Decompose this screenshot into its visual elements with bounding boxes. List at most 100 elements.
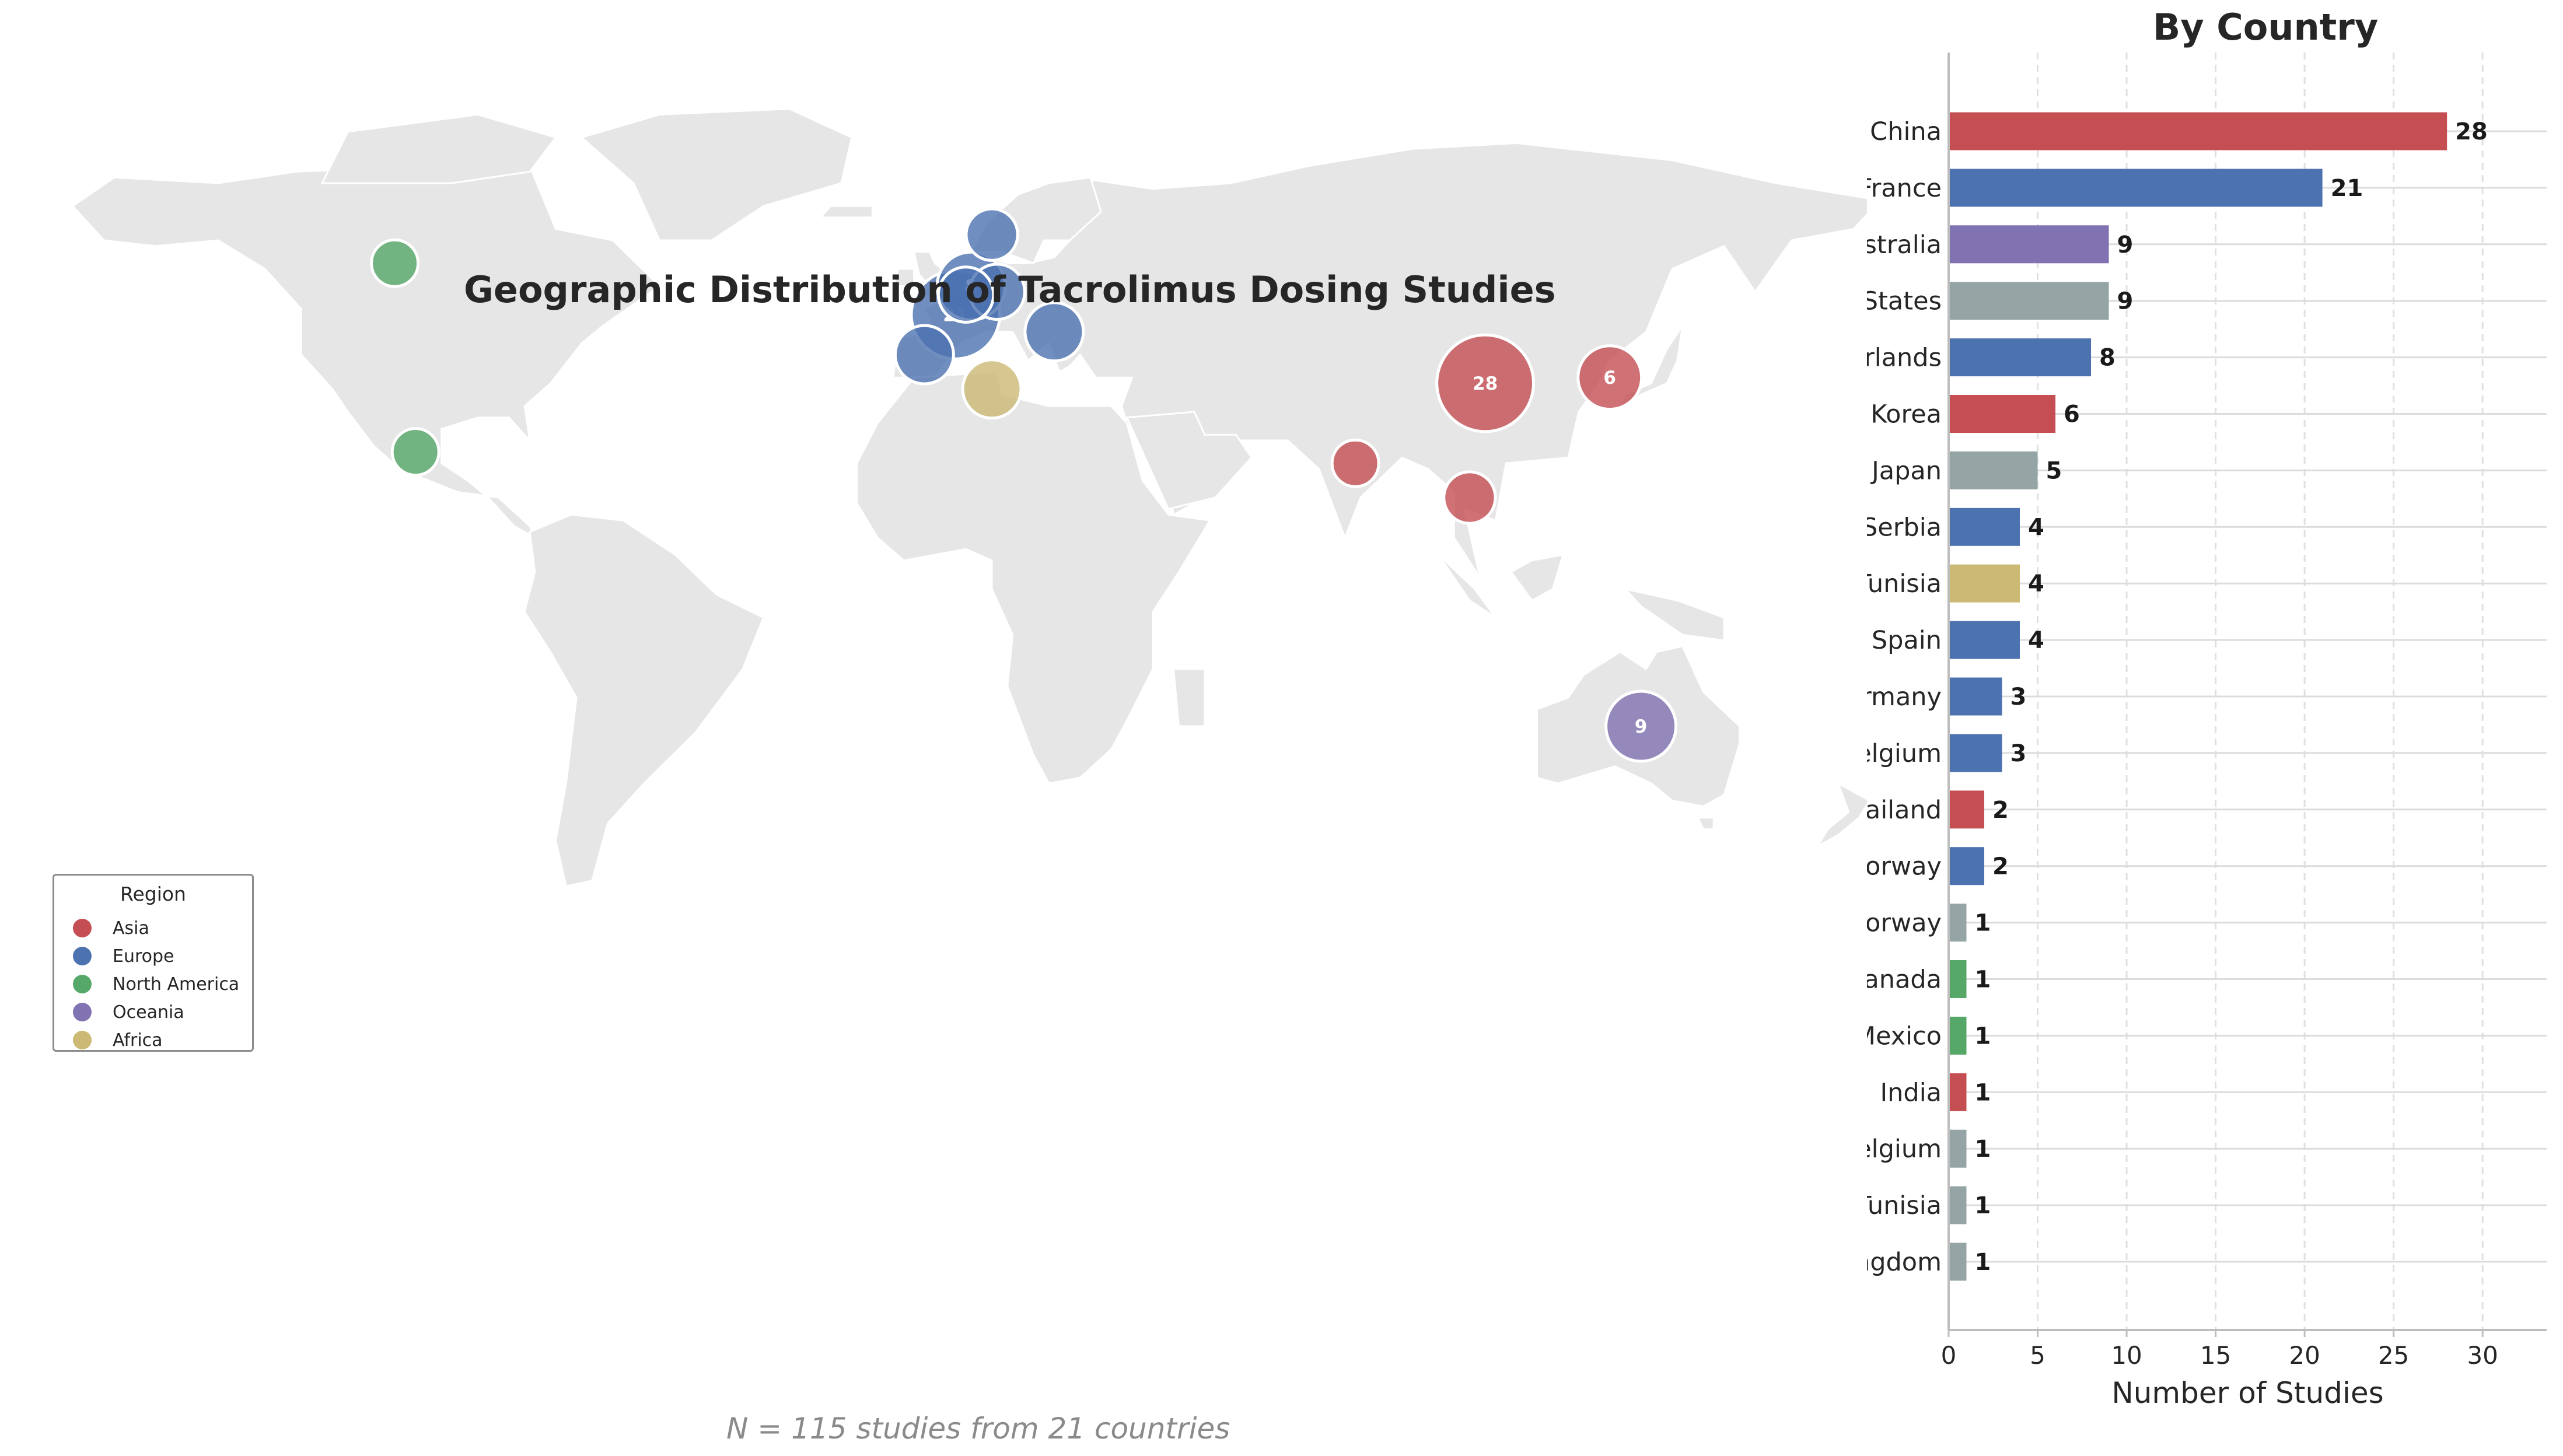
y-tick-label: Norway — [1867, 852, 1942, 881]
bar-value-label: 5 — [2046, 457, 2062, 484]
legend-swatch-africa — [73, 1031, 92, 1049]
bar-value-label: 8 — [2099, 345, 2116, 372]
bar-chart-title: By Country — [2153, 6, 2379, 48]
map-marker-label-south-korea: 6 — [1603, 368, 1616, 388]
y-tick-label: Australia — [1867, 230, 1942, 260]
x-tick-label: 10 — [2111, 1341, 2142, 1370]
y-tick-label: The Netherlands — [1867, 344, 1942, 373]
bar-thailand — [1949, 790, 1985, 829]
y-tick-label: India — [1880, 1078, 1942, 1107]
bar-value-label: 9 — [2117, 232, 2134, 258]
y-tick-label: Serbia — [1867, 513, 1942, 542]
y-tick-label: Canada — [1867, 965, 1942, 995]
map-title: Geographic Distribution of Tacrolimus Do… — [464, 268, 1556, 311]
landmass-north-america — [71, 165, 661, 540]
bar-mexico — [1949, 1016, 1967, 1055]
y-tick-label: France — [1867, 174, 1942, 203]
x-tick-label: 0 — [1941, 1341, 1957, 1370]
bar-australia-and-norway — [1949, 904, 1967, 942]
bar-value-label: 1 — [1975, 1023, 1991, 1049]
x-tick-label: 15 — [2200, 1341, 2231, 1370]
map-marker-china — [1435, 333, 1536, 433]
legend-item-africa: Africa — [73, 1028, 163, 1052]
bar-india — [1949, 1073, 1967, 1111]
landmass-new-zealand — [1815, 781, 1867, 849]
legend-label-oceania: Oceania — [113, 1002, 184, 1023]
y-tick-label: South Korea — [1867, 400, 1942, 429]
bar-australia — [1949, 225, 2109, 264]
landmass-new-guinea — [1623, 587, 1725, 642]
y-tick-label: Thailand — [1867, 796, 1942, 825]
bar-norway — [1949, 847, 1985, 886]
bar-value-label: 2 — [1992, 797, 2009, 824]
legend-swatch-north-america — [73, 975, 92, 993]
y-tick-label: Australia and Norway — [1867, 909, 1942, 938]
map-marker-mexico — [390, 427, 440, 477]
bar-south-korea — [1949, 395, 2056, 433]
landmass-arabia — [1125, 411, 1253, 510]
bar-value-label: 1 — [1975, 1079, 1991, 1106]
bar-value-label: 6 — [2064, 401, 2080, 428]
y-tick-label: Tunisia — [1867, 1191, 1942, 1220]
bar-france — [1949, 169, 2323, 207]
landmass-tasmania — [1697, 817, 1715, 830]
y-tick-label: Japan — [1870, 456, 1942, 485]
landmass-iceland — [819, 205, 873, 219]
y-tick-label: Belgium — [1867, 739, 1942, 768]
legend-label-africa: Africa — [113, 1030, 163, 1051]
bar-serbia — [1949, 508, 2020, 546]
map-marker-south-korea — [1576, 344, 1644, 411]
bar-value-label: 1 — [1975, 1192, 1991, 1219]
x-axis-label: Number of Studies — [2111, 1376, 2383, 1410]
bar-chart: China28France21Australia9The United Stat… — [1867, 52, 2547, 1410]
legend-label-europe: Europe — [113, 946, 174, 967]
bar-tunisia — [1949, 1186, 1967, 1224]
landmass-madagascar — [1172, 668, 1206, 727]
legend-swatch-europe — [73, 947, 92, 965]
legend-title: Region — [120, 883, 186, 905]
bar-canada — [1949, 960, 1967, 998]
x-tick-label: 20 — [2289, 1341, 2320, 1370]
y-tick-label: The United Kingdom — [1867, 1248, 1942, 1277]
bar-value-label: 4 — [2028, 514, 2044, 541]
map-marker-canada — [370, 238, 420, 288]
legend-item-north-america: North America — [73, 972, 239, 996]
y-tick-label: Tunisia — [1867, 569, 1942, 598]
bar-value-label: 2 — [1992, 853, 2009, 880]
bar-china — [1949, 112, 2447, 150]
map-marker-norway — [964, 207, 1019, 262]
bar-value-label: 4 — [2028, 570, 2044, 597]
map-marker-label-china: 28 — [1473, 373, 1498, 394]
landmass-greenland — [579, 108, 853, 242]
bar-the-united-kingdom — [1949, 1242, 1967, 1281]
y-tick-label: Germany — [1867, 682, 1942, 712]
bar-japan — [1949, 451, 2038, 489]
legend-item-europe: Europe — [73, 944, 174, 968]
legend-swatch-asia — [73, 919, 92, 937]
y-tick-label: China — [1870, 117, 1942, 146]
landmass-south-america — [523, 513, 765, 888]
bar-germany — [1949, 677, 2002, 716]
map-marker-serbia — [1023, 301, 1085, 363]
landmass-borneo — [1509, 554, 1565, 602]
bar-value-label: 28 — [2455, 118, 2488, 145]
landmass-ireland — [891, 268, 915, 287]
bar-value-label: 1 — [1975, 910, 1991, 937]
map-marker-belgium — [936, 265, 995, 324]
legend-label-asia: Asia — [113, 918, 149, 939]
map-marker-india — [1330, 438, 1380, 488]
bar-belgium — [1949, 1129, 1967, 1168]
bar-tunisia — [1949, 564, 2020, 603]
legend-swatch-oceania — [73, 1003, 92, 1021]
legend-item-asia: Asia — [73, 916, 149, 940]
landmass-africa — [856, 370, 1212, 785]
x-tick-label: 30 — [2467, 1341, 2498, 1370]
map-marker-label-australia: 9 — [1635, 716, 1648, 737]
x-tick-label: 5 — [2030, 1341, 2045, 1370]
bar-the-united-states — [1949, 282, 2109, 320]
bar-the-netherlands — [1949, 338, 2092, 377]
bar-value-label: 1 — [1975, 1136, 1991, 1163]
bar-value-label: 9 — [2117, 288, 2134, 315]
footnote: N = 115 studies from 21 countries — [726, 1412, 1230, 1446]
